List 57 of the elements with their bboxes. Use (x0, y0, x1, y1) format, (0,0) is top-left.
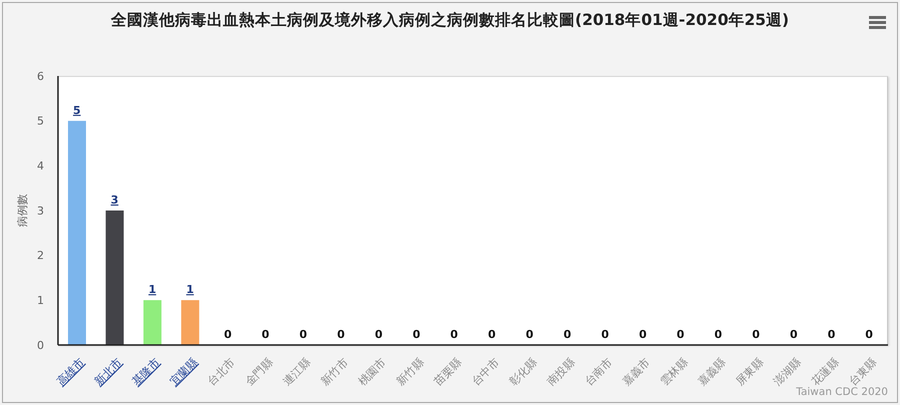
data-label: 0 (676, 328, 685, 341)
x-tick-label: 金門縣 (242, 356, 276, 388)
data-label: 0 (412, 328, 421, 341)
x-tick-label: 雲林縣 (658, 356, 690, 388)
text: Taiwan CDC 2020 (796, 386, 888, 398)
data-label: 0 (638, 328, 647, 341)
x-tick-label: 連江縣 (280, 356, 314, 388)
x-tick-label: 屏東縣 (733, 356, 766, 388)
x-tick-label: 嘉義縣 (696, 356, 728, 388)
bar (143, 300, 162, 345)
data-label: 3 (110, 194, 118, 206)
data-label: 0 (865, 328, 874, 341)
x-tick-label: 桃園市 (356, 356, 389, 388)
y-tick-label: 0 (37, 338, 44, 352)
data-label: 0 (714, 328, 722, 341)
x-tick-label: 彰化縣 (506, 356, 540, 388)
y-tick-label: 5 (37, 114, 44, 128)
data-label: 0 (488, 328, 496, 341)
data-label: 0 (374, 328, 383, 341)
x-tick-label: 宜蘭縣 (167, 356, 200, 388)
x-tick-label: 新竹市 (318, 356, 351, 388)
data-label: 0 (790, 328, 798, 341)
x-tick-label: 台中市 (469, 356, 502, 388)
y-tick-label: 2 (37, 249, 44, 262)
y-tick-label: 6 (37, 70, 44, 83)
x-tick-label: 南投縣 (544, 356, 578, 388)
data-label: 0 (828, 328, 836, 341)
data-label: 0 (563, 328, 572, 341)
bar (106, 210, 124, 345)
data-label: 0 (337, 328, 346, 341)
data-label: 1 (148, 283, 156, 296)
x-tick-label: 台南市 (582, 356, 615, 388)
data-label: 0 (262, 328, 270, 341)
data-label: 1 (186, 283, 194, 296)
data-label: 0 (224, 328, 232, 341)
data-label: 0 (752, 328, 760, 341)
x-tick-label: 花蓮縣 (808, 356, 842, 388)
x-tick-label: 台北市 (205, 356, 238, 388)
chart-title: 全國漢他病毒出血熱本土病例及境外移入病例之病例數排名比較圖(2018年01週-2020年25週) (110, 10, 790, 31)
y-axis-title: 病例數 (16, 194, 29, 227)
y-tick-label: 4 (37, 160, 44, 173)
data-label: 0 (450, 328, 458, 341)
x-tick-label: 台東縣 (846, 356, 879, 388)
x-tick-label: 苗栗縣 (431, 356, 464, 388)
data-label: 5 (73, 104, 81, 117)
x-tick-label: 新竹縣 (394, 356, 426, 388)
bar (68, 120, 86, 345)
data-label: 0 (526, 328, 534, 341)
x-tick-label: 高雄市 (54, 356, 87, 388)
y-tick-label: 3 (37, 204, 44, 218)
x-tick-label: 基隆市 (130, 356, 162, 388)
x-tick-label: 澎湖縣 (771, 356, 804, 388)
data-label: 0 (299, 328, 308, 341)
bar (181, 300, 200, 345)
y-tick-label: 1 (37, 294, 44, 308)
data-label: 0 (601, 328, 610, 341)
x-tick-label: 嘉義市 (620, 356, 653, 388)
